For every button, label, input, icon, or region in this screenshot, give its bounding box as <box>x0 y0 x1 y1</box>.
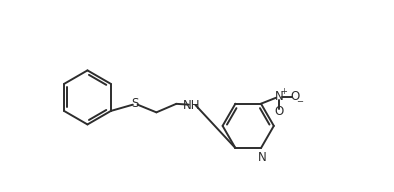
Text: +: + <box>281 87 287 96</box>
Text: N: N <box>258 151 267 165</box>
Text: S: S <box>131 97 139 110</box>
Text: NH: NH <box>183 99 201 112</box>
Text: O: O <box>290 90 299 103</box>
Text: −: − <box>296 97 303 106</box>
Text: O: O <box>274 105 284 118</box>
Text: N: N <box>275 90 283 103</box>
